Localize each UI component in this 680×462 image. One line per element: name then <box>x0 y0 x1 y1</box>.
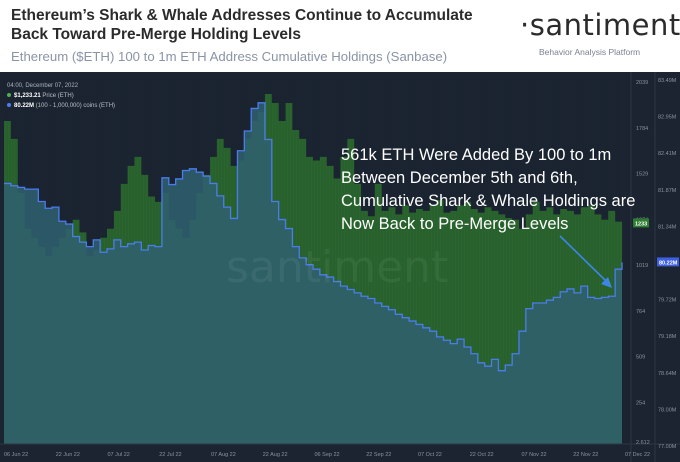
left-axis-tick-label: 1019 <box>636 263 648 269</box>
right-axis-tick-label: 81.34M <box>658 224 677 230</box>
tooltip: 04:00, December 07, 2022 $1,233.21 Price… <box>7 81 117 126</box>
tooltip-date: 04:00, December 07, 2022 <box>7 83 79 89</box>
x-axis-tick-label: 07 Jul 22 <box>108 452 130 458</box>
header: Ethereum’s Shark & Whale Addresses Conti… <box>0 0 680 70</box>
right-axis-tick-label: 78.00M <box>658 407 677 413</box>
chart-panel: 203917841529127410197645092542.61283.49M… <box>0 72 680 462</box>
right-axis-tick-label: 77.00M <box>658 444 677 450</box>
x-axis-tick-label: 07 Nov 22 <box>522 452 547 458</box>
x-axis-tick-label: 22 Sep 22 <box>366 452 391 458</box>
left-axis-tick-label: 1529 <box>636 172 648 178</box>
logo-tagline: Behavior Analysis Platform <box>539 47 641 57</box>
price-current-badge <box>633 218 649 228</box>
left-axis-tick-label: 2039 <box>636 80 648 86</box>
x-axis-tick-label: 06 Sep 22 <box>315 452 340 458</box>
right-axis-tick-label: 82.95M <box>658 115 677 121</box>
x-axis-tick-label: 22 Oct 22 <box>470 452 494 458</box>
annotation-arrow-line <box>559 235 607 282</box>
chart-title: Ethereum’s Shark & Whale Addresses Conti… <box>11 7 473 43</box>
tooltip-price-label: Price (ETH) <box>42 93 74 99</box>
left-axis-tick-label: 254 <box>636 400 645 406</box>
x-axis-tick-label: 06 Jun 22 <box>4 452 28 458</box>
left-axis-tick-label: 1784 <box>636 126 648 132</box>
x-axis-tick-label: 22 Jun 22 <box>56 452 80 458</box>
x-axis-tick-label: 22 Jul 22 <box>159 452 181 458</box>
x-axis-tick-label: 07 Aug 22 <box>211 452 236 458</box>
right-axis-tick-label: 81.87M <box>658 188 677 194</box>
x-axis-tick-label: 07 Dec 22 <box>625 452 650 458</box>
right-axis-tick-label: 83.49M <box>658 78 677 84</box>
x-axis-tick-label: 07 Oct 22 <box>418 452 442 458</box>
holdings-current-label: 80.22M <box>659 260 678 266</box>
price-legend-icon <box>7 93 11 98</box>
right-axis-tick-label: 79.72M <box>658 298 677 304</box>
santiment-logo: ·santiment· <box>520 8 680 42</box>
x-axis-tick-label: 22 Aug 22 <box>263 452 288 458</box>
left-axis-tick-label: 509 <box>636 355 645 361</box>
left-axis-tick-label: 2.612 <box>636 440 650 446</box>
right-axis-tick-label: 79.18M <box>658 334 677 340</box>
holdings-legend-icon <box>7 103 11 108</box>
x-axis-tick-label: 22 Nov 22 <box>573 452 598 458</box>
chart-subtitle: Ethereum ($ETH) 100 to 1m ETH Address Cu… <box>11 49 448 64</box>
holdings-area <box>4 102 622 444</box>
right-axis-tick-label: 82.41M <box>658 151 677 157</box>
tooltip-price-row: $1,233.21 Price (ETH) <box>7 91 117 101</box>
tooltip-price-value: $1,233.21 <box>14 93 41 99</box>
tooltip-holdings-value: 80.22M <box>14 103 35 109</box>
chart-svg: 203917841529127410197645092542.61283.49M… <box>0 72 680 462</box>
tooltip-holdings-row: 80.22M (100 - 1,000,000) coins (ETH) <box>7 101 117 111</box>
holdings-line <box>4 102 623 372</box>
right-axis-tick-label: 78.64M <box>658 371 677 377</box>
tooltip-holdings-label: (100 - 1,000,000) coins (ETH) <box>35 103 116 109</box>
price-current-label: 1233 <box>635 221 647 227</box>
left-axis-tick-label: 764 <box>636 309 645 315</box>
watermark: santiment <box>226 242 449 293</box>
annotation-arrow-head <box>601 277 612 288</box>
holdings-current-badge <box>657 257 679 267</box>
annotation-text: 561k ETH Were Added By 100 to 1m Between… <box>341 146 636 233</box>
